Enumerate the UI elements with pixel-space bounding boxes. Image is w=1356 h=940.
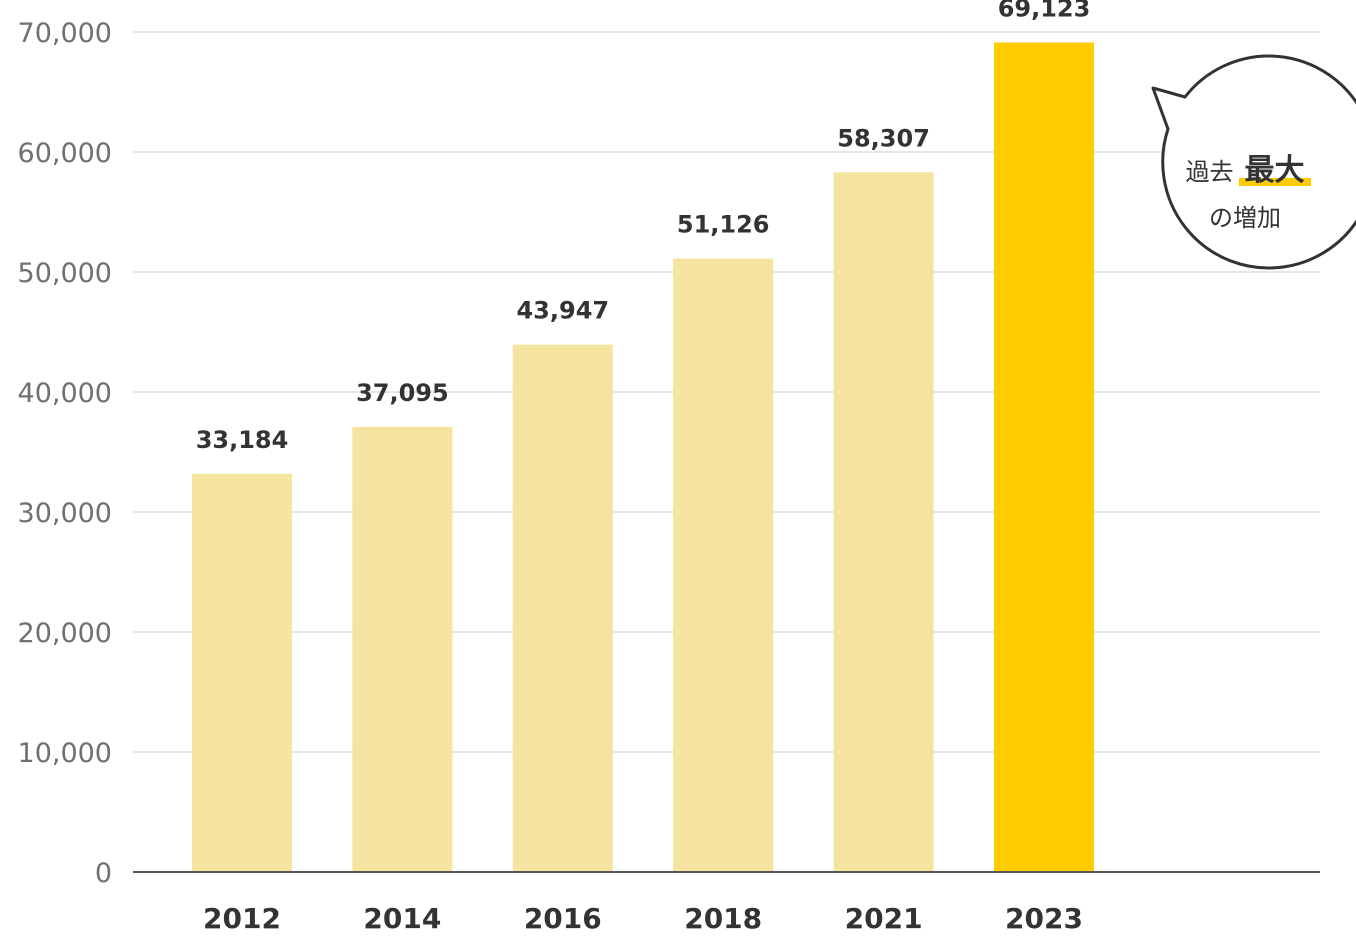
y-tick-label: 0 bbox=[95, 858, 112, 889]
data-label-2016: 43,947 bbox=[516, 297, 609, 325]
callout-bubble: 過去 最大 の増加 bbox=[1151, 54, 1356, 270]
callout-prefix: 過去 bbox=[1185, 158, 1233, 186]
bar-2021 bbox=[833, 172, 934, 873]
y-tick-label: 60,000 bbox=[18, 138, 112, 169]
x-tick-label-2021: 2021 bbox=[845, 902, 923, 935]
bar-2023 bbox=[994, 42, 1094, 873]
callout-bubble-shape bbox=[1151, 54, 1356, 270]
y-tick-label: 40,000 bbox=[18, 378, 112, 409]
data-label-2023: 69,123 bbox=[998, 0, 1091, 23]
y-tick-label: 30,000 bbox=[18, 498, 112, 529]
x-tick-label-2016: 2016 bbox=[524, 902, 602, 935]
y-tick-label: 10,000 bbox=[18, 738, 112, 769]
x-tick-label-2023: 2023 bbox=[1005, 902, 1083, 935]
y-tick-label: 20,000 bbox=[18, 618, 112, 649]
callout-emphasis: 最大 bbox=[1245, 153, 1305, 188]
bar-2016 bbox=[512, 344, 613, 872]
y-tick-label: 70,000 bbox=[18, 18, 112, 49]
data-label-2018: 51,126 bbox=[677, 210, 770, 238]
bar-2014 bbox=[352, 426, 453, 872]
data-labels: 33,184 37,095 43,947 51,126 58,307 69,123 bbox=[196, 0, 1091, 454]
y-axis-ticks: 0 10,000 20,000 30,000 40,000 50,000 60,000 70,… bbox=[18, 18, 112, 889]
x-axis-ticks: 2012 2014 2016 2018 2021 2023 bbox=[203, 902, 1083, 935]
bar-2012 bbox=[192, 473, 292, 872]
callout-line1: 過去 最大 bbox=[1185, 153, 1304, 188]
x-tick-label-2018: 2018 bbox=[684, 902, 762, 935]
bars bbox=[192, 42, 1094, 873]
data-label-2014: 37,095 bbox=[356, 379, 449, 407]
callout-line2: の増加 bbox=[1209, 204, 1281, 232]
x-tick-label-2014: 2014 bbox=[363, 902, 441, 935]
data-label-2012: 33,184 bbox=[196, 426, 289, 454]
data-label-2021: 58,307 bbox=[837, 124, 930, 152]
bar-2018 bbox=[673, 258, 774, 872]
x-tick-label-2012: 2012 bbox=[203, 902, 281, 935]
y-tick-label: 50,000 bbox=[18, 258, 112, 289]
callout-emphasis-underline bbox=[1239, 178, 1311, 186]
